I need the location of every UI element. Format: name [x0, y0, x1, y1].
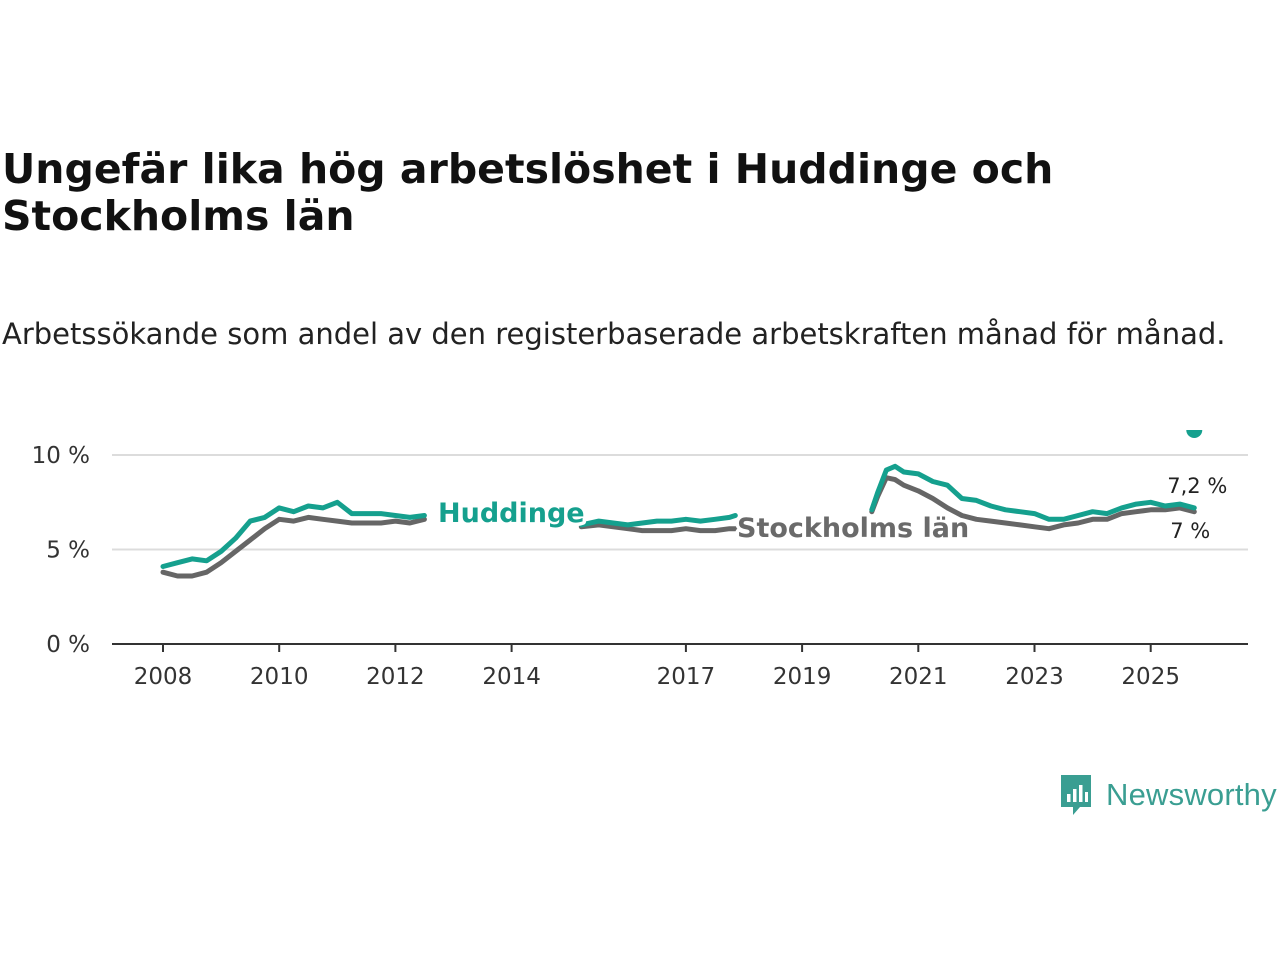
newsworthy-logo-icon	[1061, 775, 1091, 815]
y-tick-label: 5 %	[46, 538, 90, 564]
axes: 0 % 5 % 10 % 2008 2010 2012 2014 2017 2019 2021 20…	[32, 443, 1248, 690]
series-lines	[160, 430, 1203, 579]
grid-lines	[112, 454, 1248, 551]
huddinge-series-label: Huddinge	[438, 498, 585, 529]
x-tick-label: 2019	[773, 664, 832, 690]
x-tick-label: 2017	[657, 664, 716, 690]
chart-title: Ungefär lika hög arbetslöshet i Huddinge…	[2, 145, 1054, 240]
labels: Huddinge Stockholms län 7,2 % 7 %	[435, 474, 1228, 548]
stockholms-lan-series-label: Stockholms län	[737, 513, 969, 544]
stockholms-lan-line-segment	[160, 514, 427, 579]
y-tick-label: 10 %	[32, 443, 90, 469]
huddinge-end-value-label: 7,2 %	[1167, 474, 1227, 498]
newsworthy-logo: Newsworthy	[1058, 772, 1277, 818]
x-tick-label: 2012	[366, 664, 425, 690]
stockholms-lan-line-segment	[578, 522, 738, 534]
huddinge-line-segment	[160, 499, 427, 569]
stockholms-lan-line-segment	[869, 475, 1197, 532]
x-tick-label: 2023	[1005, 664, 1064, 690]
x-tick-label: 2014	[482, 664, 541, 690]
chart-subtitle: Arbetssökande som andel av den registerb…	[2, 317, 1226, 351]
huddinge-line-segment	[869, 463, 1197, 522]
x-tick-label: 2010	[250, 664, 309, 690]
x-tick-label: 2008	[134, 664, 193, 690]
x-tick-label: 2025	[1121, 664, 1180, 690]
huddinge-end-marker	[1186, 430, 1203, 438]
brand-name: Newsworthy	[1106, 777, 1277, 812]
huddinge-line-segment	[578, 513, 738, 528]
y-tick-label: 0 %	[46, 632, 90, 658]
line-chart: 0 % 5 % 10 % 2008 2010 2012 2014 2017 2019 2021 20…	[32, 430, 1248, 690]
stockholms-lan-end-value-label: 7 %	[1170, 519, 1210, 543]
x-tick-label: 2021	[889, 664, 948, 690]
